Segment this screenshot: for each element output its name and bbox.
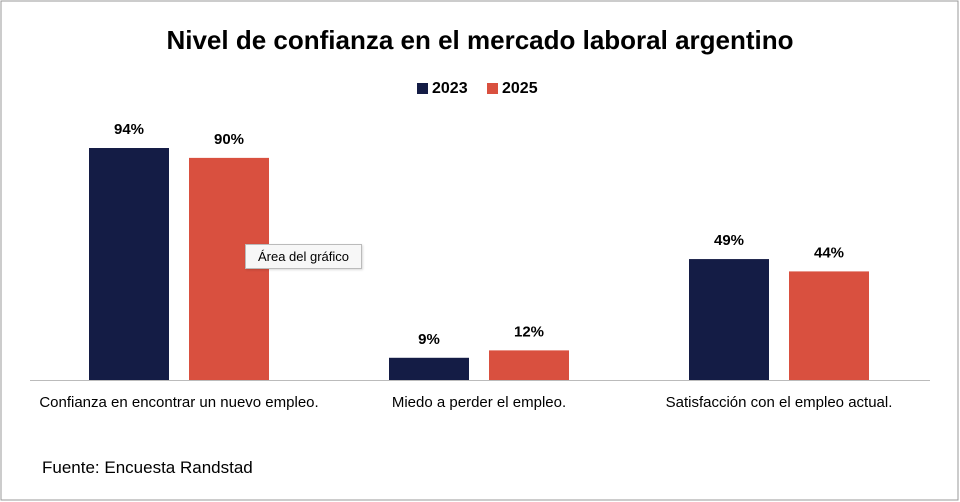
value-label: 9% [418,331,440,348]
tooltip: Área del gráfico [245,244,362,269]
value-label: 49% [714,232,744,249]
bar [389,357,469,380]
x-tick-label: Confianza en encontrar un nuevo empleo. [39,394,319,411]
value-label: 12% [514,323,544,340]
legend-swatch [487,83,498,94]
bar [89,148,169,380]
legend-label: 2025 [502,80,538,97]
value-label: 90% [214,131,244,148]
legend-swatch [417,83,428,94]
value-label: 94% [114,121,144,138]
chart-title: Nivel de confianza en el mercado laboral… [166,25,793,55]
x-tick-label: Miedo a perder el empleo. [391,394,567,411]
legend-label: 2023 [432,80,468,97]
bar [789,271,869,380]
bar [489,350,569,380]
bar [689,259,769,380]
source: Fuente: Encuesta Randstad [42,458,253,477]
value-label: 44% [814,244,844,261]
x-tick-label: Satisfacción con el empleo actual. [665,394,893,411]
